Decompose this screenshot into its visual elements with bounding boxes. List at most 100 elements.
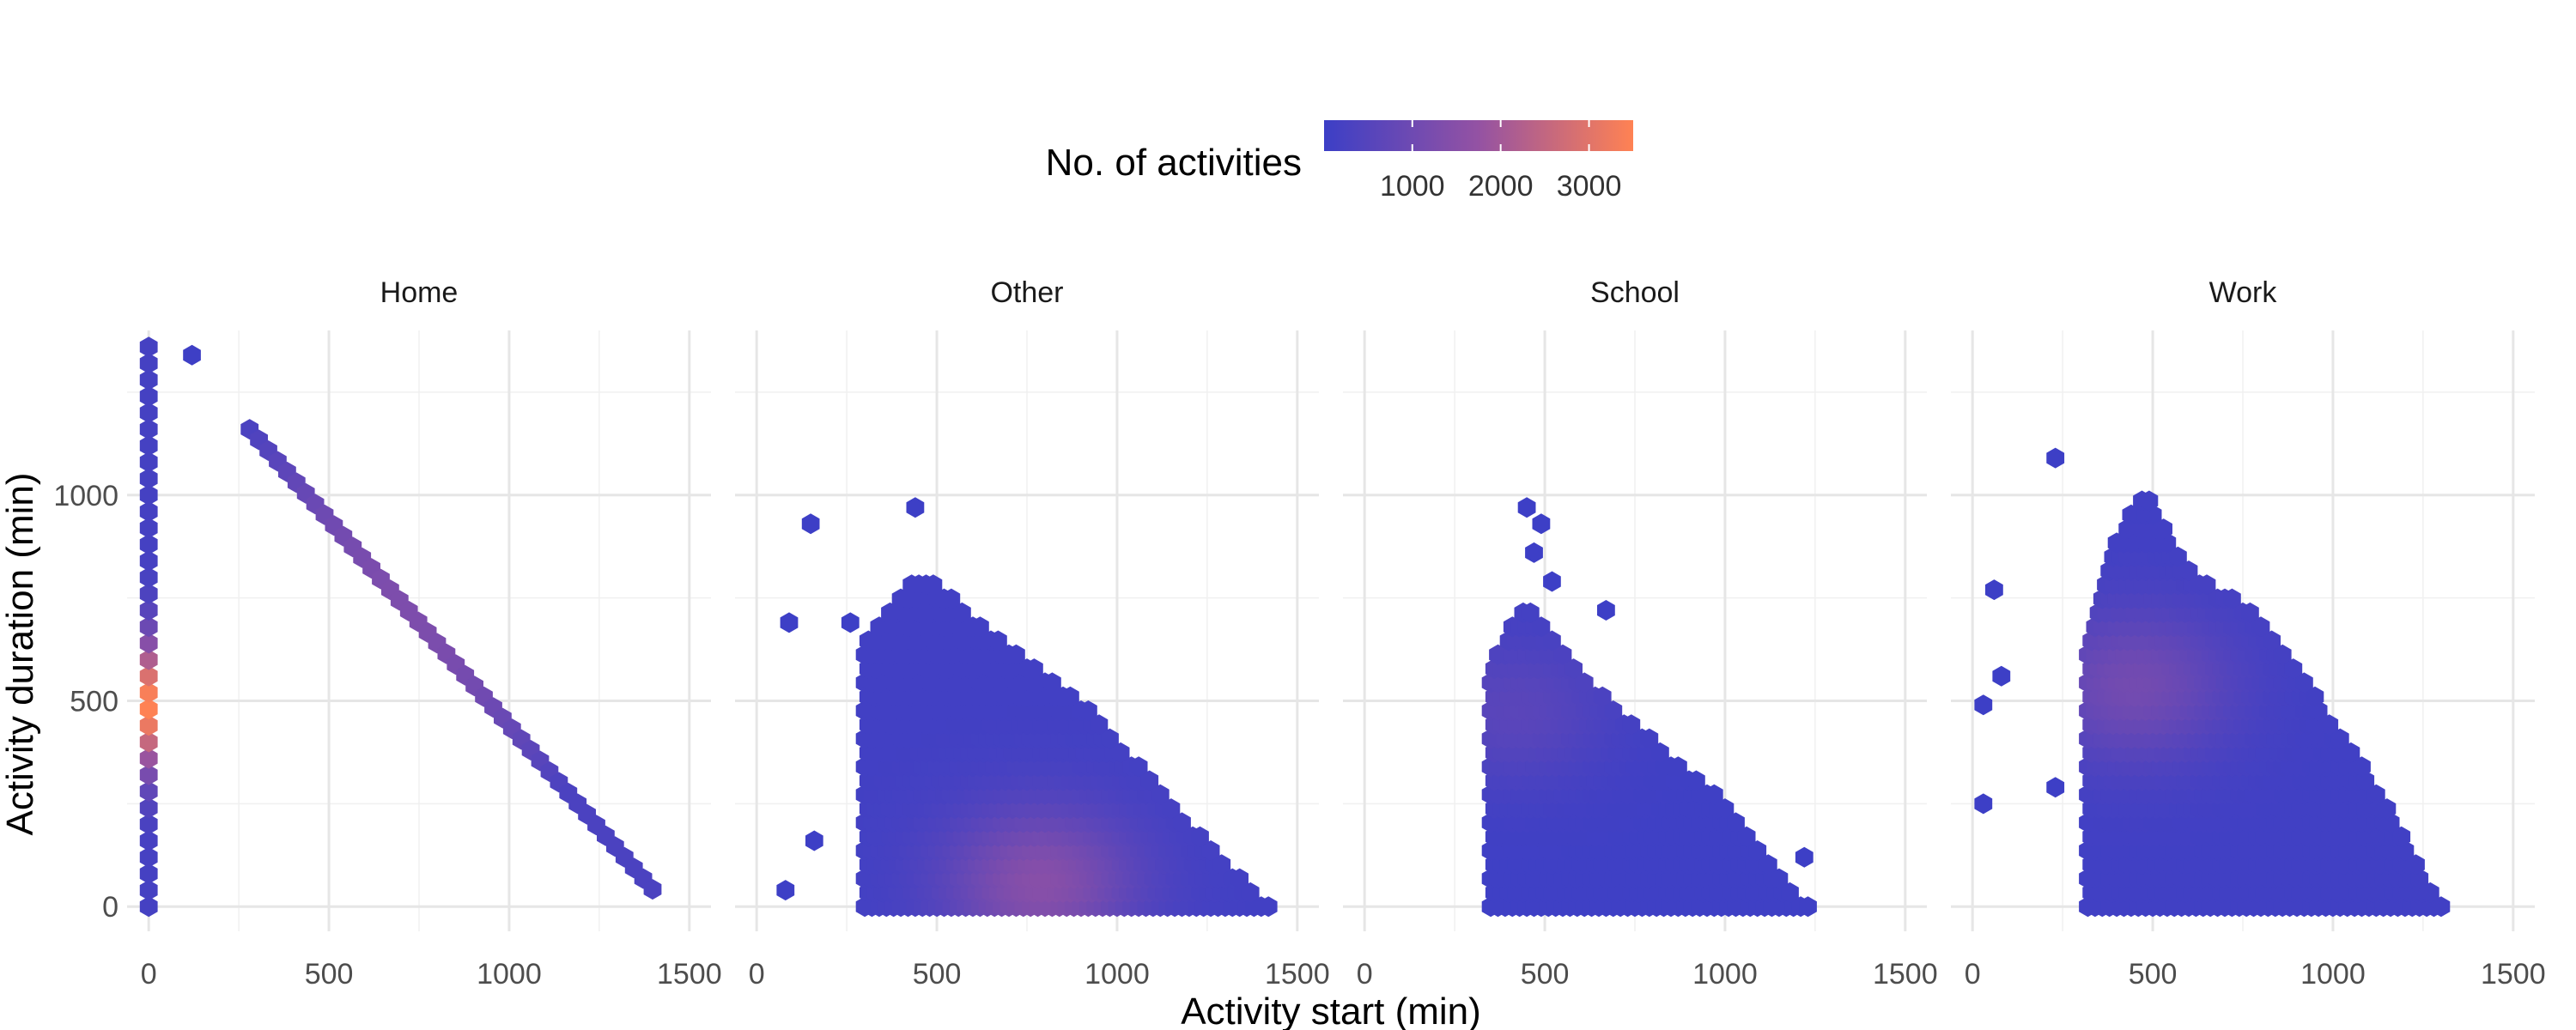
hex-cell xyxy=(1716,798,1735,820)
facet-panels: Home 0 500 1000 1500 0 500 1000 Other 0 500 1000 150… xyxy=(53,276,2545,991)
hex-cell xyxy=(1532,513,1551,535)
hex-cell xyxy=(1191,826,1209,847)
hex-cell xyxy=(1061,686,1079,707)
hex-cell xyxy=(1532,616,1551,638)
hex-cell xyxy=(1025,658,1043,680)
hex-cell xyxy=(139,814,158,835)
hex-cell xyxy=(2169,546,2187,567)
hex-cell xyxy=(1992,665,2011,687)
x-tick-label: 500 xyxy=(913,958,962,991)
hex-cell xyxy=(971,616,989,638)
hex-cell xyxy=(2263,630,2281,651)
hex-cell xyxy=(139,600,158,621)
hex-cell xyxy=(1770,868,1789,889)
hex-cell xyxy=(1162,798,1181,820)
hex-cell xyxy=(2251,616,2270,638)
facet-label: Other xyxy=(990,276,1063,309)
hex-cell xyxy=(139,748,158,769)
hex-cell xyxy=(989,630,1007,651)
hex-cell xyxy=(953,602,971,623)
x-tick-label: 1500 xyxy=(2481,958,2546,991)
x-tick-label: 1500 xyxy=(1873,958,1938,991)
x-tick-label: 1000 xyxy=(2300,958,2366,991)
hex-cell xyxy=(1543,630,1561,651)
hex-cell xyxy=(2284,658,2303,680)
hex-cell xyxy=(1727,812,1745,833)
hex-cell xyxy=(1799,896,1817,918)
hex-cell xyxy=(2432,896,2451,918)
legend-colorbar xyxy=(1324,120,1633,151)
hex-cell xyxy=(1521,602,1540,623)
hex-cell xyxy=(2179,560,2198,581)
hex-cell xyxy=(2197,574,2216,596)
hex-cell xyxy=(139,616,158,638)
panel-home: Home 0 500 1000 1500 0 500 1000 xyxy=(53,276,721,991)
x-tick-label: 0 xyxy=(1357,958,1373,991)
legend-title: No. of activities xyxy=(1046,142,1302,184)
hex-cell xyxy=(1090,714,1109,736)
hex-cell xyxy=(1564,658,1583,680)
hex-cells xyxy=(1481,497,1817,918)
hex-cell xyxy=(139,518,158,539)
hex-cell xyxy=(2353,756,2371,778)
hex-cell xyxy=(2392,826,2411,847)
hex-cell xyxy=(1669,756,1687,778)
hex-cell xyxy=(1985,579,2003,601)
hex-cell xyxy=(2320,714,2339,736)
hex-cell xyxy=(139,715,158,736)
hex-cell xyxy=(139,649,158,670)
hex-cell xyxy=(139,468,158,489)
legend-tick-label: 3000 xyxy=(1557,170,1622,203)
hex-cell xyxy=(139,435,158,457)
hex-cell xyxy=(1043,672,1061,694)
x-tick-label: 0 xyxy=(1965,958,1981,991)
hex-cell xyxy=(139,550,158,572)
x-tick-label: 500 xyxy=(2129,958,2178,991)
hex-cell xyxy=(2421,882,2439,903)
hex-cell xyxy=(776,880,795,901)
hex-cell xyxy=(139,402,158,423)
hex-cell xyxy=(1640,728,1659,749)
hex-cell xyxy=(2140,490,2159,512)
hex-cell xyxy=(2241,602,2259,623)
legend-tick-label: 2000 xyxy=(1468,170,1534,203)
hex-cell xyxy=(1101,728,1119,749)
facet-label: Home xyxy=(380,276,459,309)
hex-cell xyxy=(1651,742,1669,763)
hex-cell xyxy=(139,353,158,374)
hex-cells xyxy=(776,497,1278,918)
hex-cell xyxy=(1597,600,1615,621)
hex-cell xyxy=(1575,672,1594,694)
hex-cell xyxy=(1212,854,1231,876)
legend-tick-label: 1000 xyxy=(1380,170,1445,203)
hex-cell xyxy=(1781,882,1799,903)
hex-cell xyxy=(139,419,158,440)
hex-cell xyxy=(139,566,158,588)
x-tick-label: 1000 xyxy=(1084,958,1150,991)
hex-cell xyxy=(139,731,158,753)
hex-cell xyxy=(1241,882,1260,903)
x-tick-label: 0 xyxy=(749,958,765,991)
facet-label: Work xyxy=(2209,276,2278,309)
hex-cell xyxy=(139,583,158,604)
hex-cell xyxy=(139,781,158,802)
hex-cell xyxy=(1759,854,1777,876)
hex-cell xyxy=(805,830,823,851)
x-tick-label: 1500 xyxy=(657,958,722,991)
hex-cell xyxy=(1974,793,1993,815)
hex-cell xyxy=(2306,686,2324,707)
hex-cell xyxy=(139,385,158,407)
hex-cell xyxy=(1622,714,1641,736)
hex-cell xyxy=(183,344,201,366)
hex-cell xyxy=(1259,896,1278,918)
hex-cell xyxy=(924,574,943,596)
hex-cell xyxy=(139,682,158,703)
hex-cell xyxy=(2154,518,2172,540)
hex-cell xyxy=(139,369,158,391)
x-tick-label: 0 xyxy=(141,958,157,991)
x-tick-label: 1000 xyxy=(477,958,542,991)
hex-cell xyxy=(801,513,820,535)
y-axis-title: Activity duration (min) xyxy=(0,472,41,835)
hex-cell xyxy=(1687,770,1705,791)
